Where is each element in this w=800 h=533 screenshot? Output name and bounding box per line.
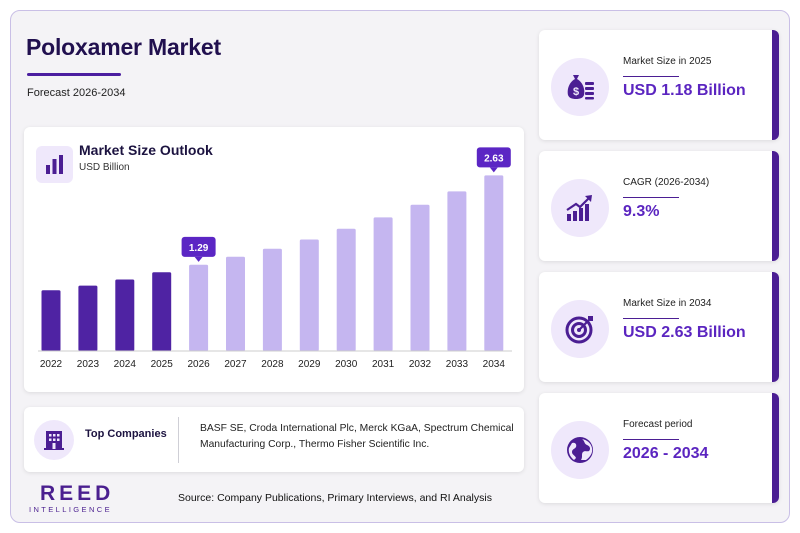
kpi-label: Forecast period bbox=[623, 419, 693, 430]
kpi-card-market-size-2025: $ Market Size in 2025 USD 1.18 Billion bbox=[539, 30, 779, 140]
bar-2031 bbox=[373, 217, 393, 351]
x-tick-label: 2030 bbox=[335, 359, 358, 370]
kpi-card-cagr: CAGR (2026-2034) 9.3% bbox=[539, 151, 779, 261]
brand-logo: REED bbox=[40, 482, 115, 505]
x-tick-label: 2026 bbox=[187, 359, 210, 370]
kpi-value: USD 1.18 Billion bbox=[623, 82, 746, 99]
money-bag-icon: $ bbox=[551, 58, 609, 116]
svg-text:$: $ bbox=[573, 86, 579, 98]
kpi-label: Market Size in 2034 bbox=[623, 298, 712, 309]
bar-2024 bbox=[115, 279, 135, 351]
page-subtitle: Forecast 2026-2034 bbox=[27, 87, 126, 99]
kpi-rule bbox=[623, 197, 679, 198]
bar-2034 bbox=[484, 175, 504, 351]
bar-2032 bbox=[410, 204, 430, 351]
x-tick-label: 2032 bbox=[409, 359, 432, 370]
kpi-rule bbox=[623, 76, 679, 77]
value-callout-2026: 1.29 bbox=[181, 236, 216, 262]
x-tick-label: 2031 bbox=[372, 359, 395, 370]
bar-2025 bbox=[152, 272, 172, 351]
x-tick-label: 2025 bbox=[151, 359, 174, 370]
x-tick-label: 2024 bbox=[114, 359, 137, 370]
bar-2028 bbox=[262, 248, 282, 351]
market-size-chart-card: 2022 2023 2024 2025 2026 2027 2028 2029 2030 2031… bbox=[24, 127, 524, 392]
kpi-label: Market Size in 2025 bbox=[623, 56, 712, 67]
bar-2026 bbox=[189, 264, 209, 351]
x-tick-label: 2028 bbox=[261, 359, 284, 370]
top-companies-label: Top Companies bbox=[85, 428, 167, 440]
source-note: Source: Company Publications, Primary In… bbox=[178, 492, 492, 504]
bar-2027 bbox=[226, 256, 245, 351]
kpi-rule bbox=[623, 318, 679, 319]
bar-2022 bbox=[41, 290, 61, 351]
x-tick-label: 2022 bbox=[40, 359, 63, 370]
growth-chart-icon bbox=[551, 179, 609, 237]
chart-title: Market Size Outlook bbox=[79, 142, 213, 158]
kpi-value: 2026 - 2034 bbox=[623, 445, 709, 462]
bar-chart-icon bbox=[36, 146, 73, 183]
kpi-label: CAGR (2026-2034) bbox=[623, 177, 710, 188]
kpi-card-forecast-period: Forecast period 2026 - 2034 bbox=[539, 393, 779, 503]
companies-divider bbox=[178, 417, 179, 463]
bar-2033 bbox=[447, 191, 467, 351]
kpi-rule bbox=[623, 439, 679, 440]
market-size-bar-chart: 2022 2023 2024 2025 2026 2027 2028 2029 2030 2031… bbox=[38, 147, 512, 370]
top-companies-list: BASF SE, Croda International Plc, Merck … bbox=[200, 423, 514, 450]
kpi-value: 9.3% bbox=[623, 203, 660, 220]
bar-2030 bbox=[336, 228, 356, 351]
bar-2023 bbox=[78, 285, 98, 351]
top-companies-card: Top Companies BASF SE, Croda Internation… bbox=[24, 407, 524, 472]
kpi-accent-bar bbox=[772, 393, 779, 503]
data-label: 1.29 bbox=[189, 243, 209, 254]
kpi-accent-bar bbox=[772, 30, 779, 140]
kpi-accent-bar bbox=[772, 272, 779, 382]
globe-icon bbox=[551, 421, 609, 479]
target-icon bbox=[551, 300, 609, 358]
brand-logo-subtitle: INTELLIGENCE bbox=[29, 505, 112, 514]
bar-2029 bbox=[299, 239, 319, 351]
kpi-accent-bar bbox=[772, 151, 779, 261]
kpi-value: USD 2.63 Billion bbox=[623, 324, 746, 341]
x-tick-label: 2023 bbox=[77, 359, 100, 370]
page-title: Poloxamer Market bbox=[26, 34, 221, 60]
title-underline bbox=[27, 73, 121, 76]
x-tick-label: 2027 bbox=[224, 359, 247, 370]
kpi-card-market-size-2034: Market Size in 2034 USD 2.63 Billion bbox=[539, 272, 779, 382]
x-tick-label: 2029 bbox=[298, 359, 321, 370]
chart-unit: USD Billion bbox=[79, 162, 130, 173]
building-icon bbox=[34, 420, 74, 460]
x-tick-label: 2033 bbox=[446, 359, 469, 370]
data-label: 2.63 bbox=[484, 153, 504, 164]
value-callout-2034: 2.63 bbox=[476, 147, 511, 173]
x-tick-label: 2034 bbox=[483, 359, 506, 370]
